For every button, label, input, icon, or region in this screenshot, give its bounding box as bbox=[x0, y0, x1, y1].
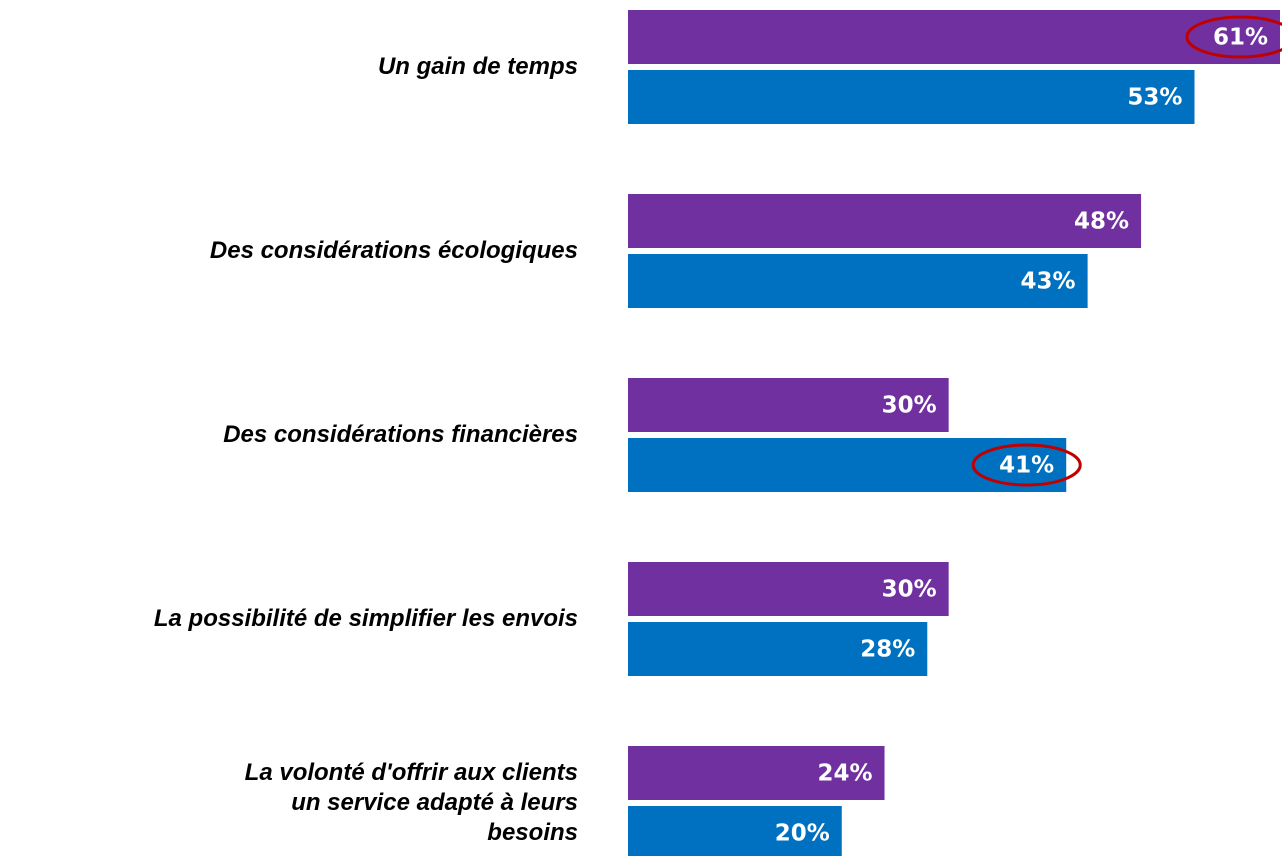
value-label: 24% bbox=[817, 761, 872, 787]
value-label: 53% bbox=[1127, 85, 1182, 111]
value-label: 61% bbox=[1213, 25, 1268, 51]
value-label: 43% bbox=[1021, 269, 1076, 295]
bar bbox=[628, 622, 928, 676]
category-label: La possibilité de simplifier les envois bbox=[153, 605, 578, 632]
value-label: 48% bbox=[1074, 209, 1129, 235]
value-label: 28% bbox=[860, 637, 915, 663]
category-label: La volonté d'offrir aux clients un servi… bbox=[244, 759, 578, 846]
bar bbox=[628, 254, 1088, 308]
value-label: 30% bbox=[882, 577, 937, 603]
category-label: Un gain de temps bbox=[377, 53, 578, 80]
bar bbox=[628, 194, 1142, 248]
bar bbox=[628, 70, 1195, 124]
bar bbox=[628, 10, 1280, 64]
value-label: 20% bbox=[775, 821, 830, 847]
bar bbox=[628, 806, 842, 856]
highlight-ellipse bbox=[971, 443, 1082, 487]
value-label: 30% bbox=[882, 393, 937, 419]
category-label: Des considérations écologiques bbox=[209, 237, 578, 264]
highlight-ellipse bbox=[1185, 15, 1282, 59]
value-label: 41% bbox=[999, 453, 1054, 479]
bar bbox=[628, 746, 885, 800]
bar bbox=[628, 438, 1067, 492]
category-label: Des considérations financières bbox=[223, 421, 578, 448]
bar bbox=[628, 562, 949, 616]
bar bbox=[628, 378, 949, 432]
